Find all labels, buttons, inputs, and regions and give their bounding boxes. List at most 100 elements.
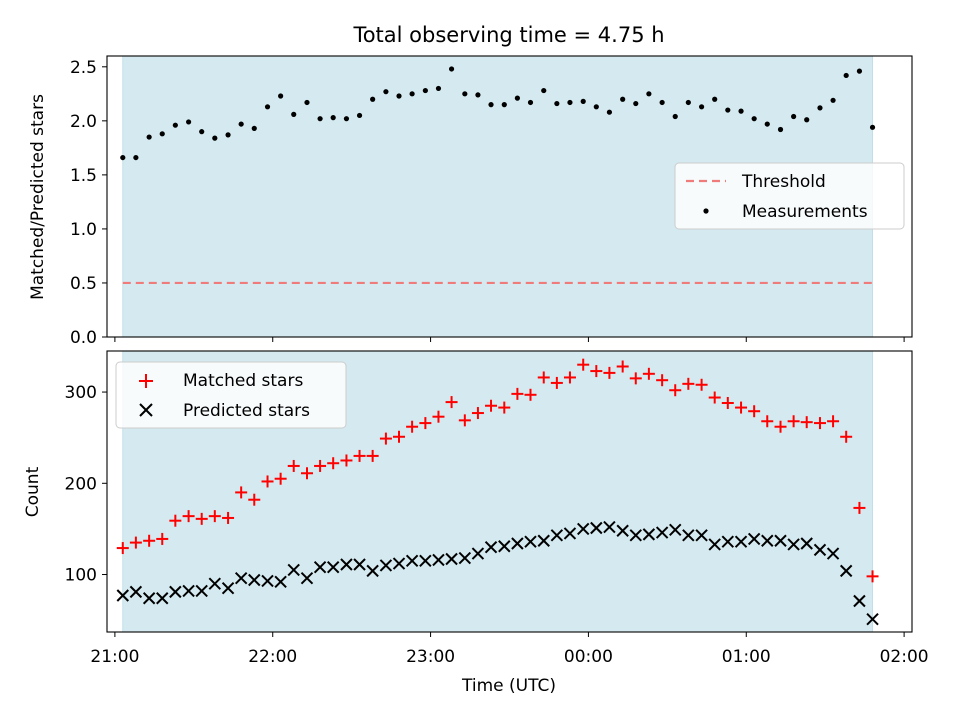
predicted-star-point xyxy=(208,577,222,590)
matched-star-point xyxy=(708,391,721,404)
measurement-point xyxy=(514,95,520,101)
matched-star-point xyxy=(866,570,879,583)
matched-star-point xyxy=(590,365,603,378)
measurement-point xyxy=(448,66,455,72)
measurement-point xyxy=(843,72,849,79)
predicted-star-point xyxy=(721,535,735,548)
legend-measurements-swatch xyxy=(703,208,709,214)
matched-star-point xyxy=(787,415,800,428)
predicted-star-point xyxy=(221,582,235,595)
measurement-point xyxy=(304,99,310,106)
predicted-star-point xyxy=(747,532,761,546)
measurement-point xyxy=(422,87,428,94)
measurement-point xyxy=(383,89,389,95)
predicted-star-point xyxy=(498,540,511,553)
measurement-point xyxy=(238,121,244,127)
measurement-point xyxy=(856,68,863,74)
time-x-axis: 21:00 22:00 23:00 00:00 01:00 02:00 xyxy=(90,632,929,667)
matched-star-point xyxy=(379,432,392,445)
matched-star-point xyxy=(840,430,853,443)
matched-star-point xyxy=(800,416,813,429)
predicted-star-point xyxy=(234,571,248,585)
predicted-star-point xyxy=(577,522,590,536)
matched-star-point xyxy=(550,376,563,389)
matched-star-point xyxy=(445,396,458,409)
matched-star-point xyxy=(419,417,432,430)
predicted-star-point xyxy=(682,529,695,542)
predicted-stars-points xyxy=(116,520,879,626)
predicted-star-point xyxy=(313,561,327,574)
predicted-star-point xyxy=(537,534,550,547)
predicted-star-point xyxy=(695,529,708,542)
predicted-star-point xyxy=(563,527,577,540)
measurement-point xyxy=(672,113,678,120)
predicted-star-point xyxy=(629,529,642,542)
matched-star-point xyxy=(169,514,182,527)
chart-title: Total observing time = 4.75 h xyxy=(352,23,664,47)
measurement-point xyxy=(633,100,639,107)
ratio-legend-box xyxy=(674,162,905,230)
measurement-point xyxy=(186,119,192,125)
ratio-y-axis-label: Matched/Predicted stars xyxy=(28,94,48,300)
count-panel: 100 200 300 21:00 22:00 23:00 00:00 01:00 02:00… xyxy=(23,350,929,696)
measurement-point xyxy=(620,96,626,102)
predicted-star-point xyxy=(524,535,537,548)
matched-star-point xyxy=(300,467,313,480)
predicted-star-point xyxy=(326,561,340,574)
ratio-y-tick-label: 0.0 xyxy=(70,328,97,348)
predicted-star-point xyxy=(156,592,169,605)
predicted-star-point xyxy=(471,547,485,560)
matched-star-point xyxy=(327,457,340,470)
matched-star-point xyxy=(195,512,208,525)
predicted-star-point xyxy=(484,540,498,554)
measurement-point xyxy=(501,102,507,108)
legend-measurements-label: Measurements xyxy=(742,202,868,222)
predicted-star-point xyxy=(708,538,721,551)
legend-threshold-label: Threshold xyxy=(741,172,826,192)
legend-matched-label: Matched stars xyxy=(183,371,303,391)
ratio-x-ticks xyxy=(114,337,905,342)
measurement-point xyxy=(264,104,271,110)
measurement-point xyxy=(120,154,126,161)
matched-star-point xyxy=(287,459,300,472)
predicted-star-point xyxy=(182,584,195,598)
measurement-point xyxy=(527,99,534,106)
predicted-star-point xyxy=(261,574,274,588)
predicted-star-point xyxy=(866,613,879,626)
ratio-y-tick-label: 1.0 xyxy=(70,220,97,240)
predicted-star-point xyxy=(826,547,840,560)
matched-star-point xyxy=(537,371,550,384)
measurement-point xyxy=(804,117,810,123)
measurement-point xyxy=(738,108,744,114)
matched-star-point xyxy=(498,401,511,414)
measurement-point xyxy=(593,104,599,110)
legend-predicted-swatch xyxy=(139,403,153,417)
ratio-y-tick-label: 0.5 xyxy=(70,274,97,294)
predicted-star-point xyxy=(655,526,669,539)
matched-star-point xyxy=(603,366,616,379)
measurement-point xyxy=(751,116,757,122)
predicted-star-point xyxy=(590,521,603,535)
predicted-star-point xyxy=(774,534,787,547)
matched-star-point xyxy=(669,384,682,397)
ratio-y-tick-label: 2.0 xyxy=(70,112,97,132)
measurement-point xyxy=(606,109,613,115)
measurement-point xyxy=(764,121,770,127)
predicted-star-point xyxy=(419,554,432,568)
measurement-point xyxy=(580,98,586,104)
count-axes-frame xyxy=(106,350,913,633)
count-y-tick-label: 100 xyxy=(65,566,97,586)
time-x-tick-label: 00:00 xyxy=(564,647,613,667)
measurement-point xyxy=(791,113,797,120)
legend-predicted-label: Predicted stars xyxy=(183,401,310,421)
matched-star-point xyxy=(563,371,576,384)
predicted-star-point xyxy=(142,592,156,605)
measurement-points xyxy=(120,66,876,161)
matched-star-point xyxy=(314,459,327,472)
predicted-star-point xyxy=(550,529,564,542)
measurement-point xyxy=(541,87,547,94)
matched-star-point xyxy=(524,388,537,401)
predicted-star-point xyxy=(116,589,129,602)
predicted-star-point xyxy=(195,584,208,598)
measurement-point xyxy=(869,124,876,130)
